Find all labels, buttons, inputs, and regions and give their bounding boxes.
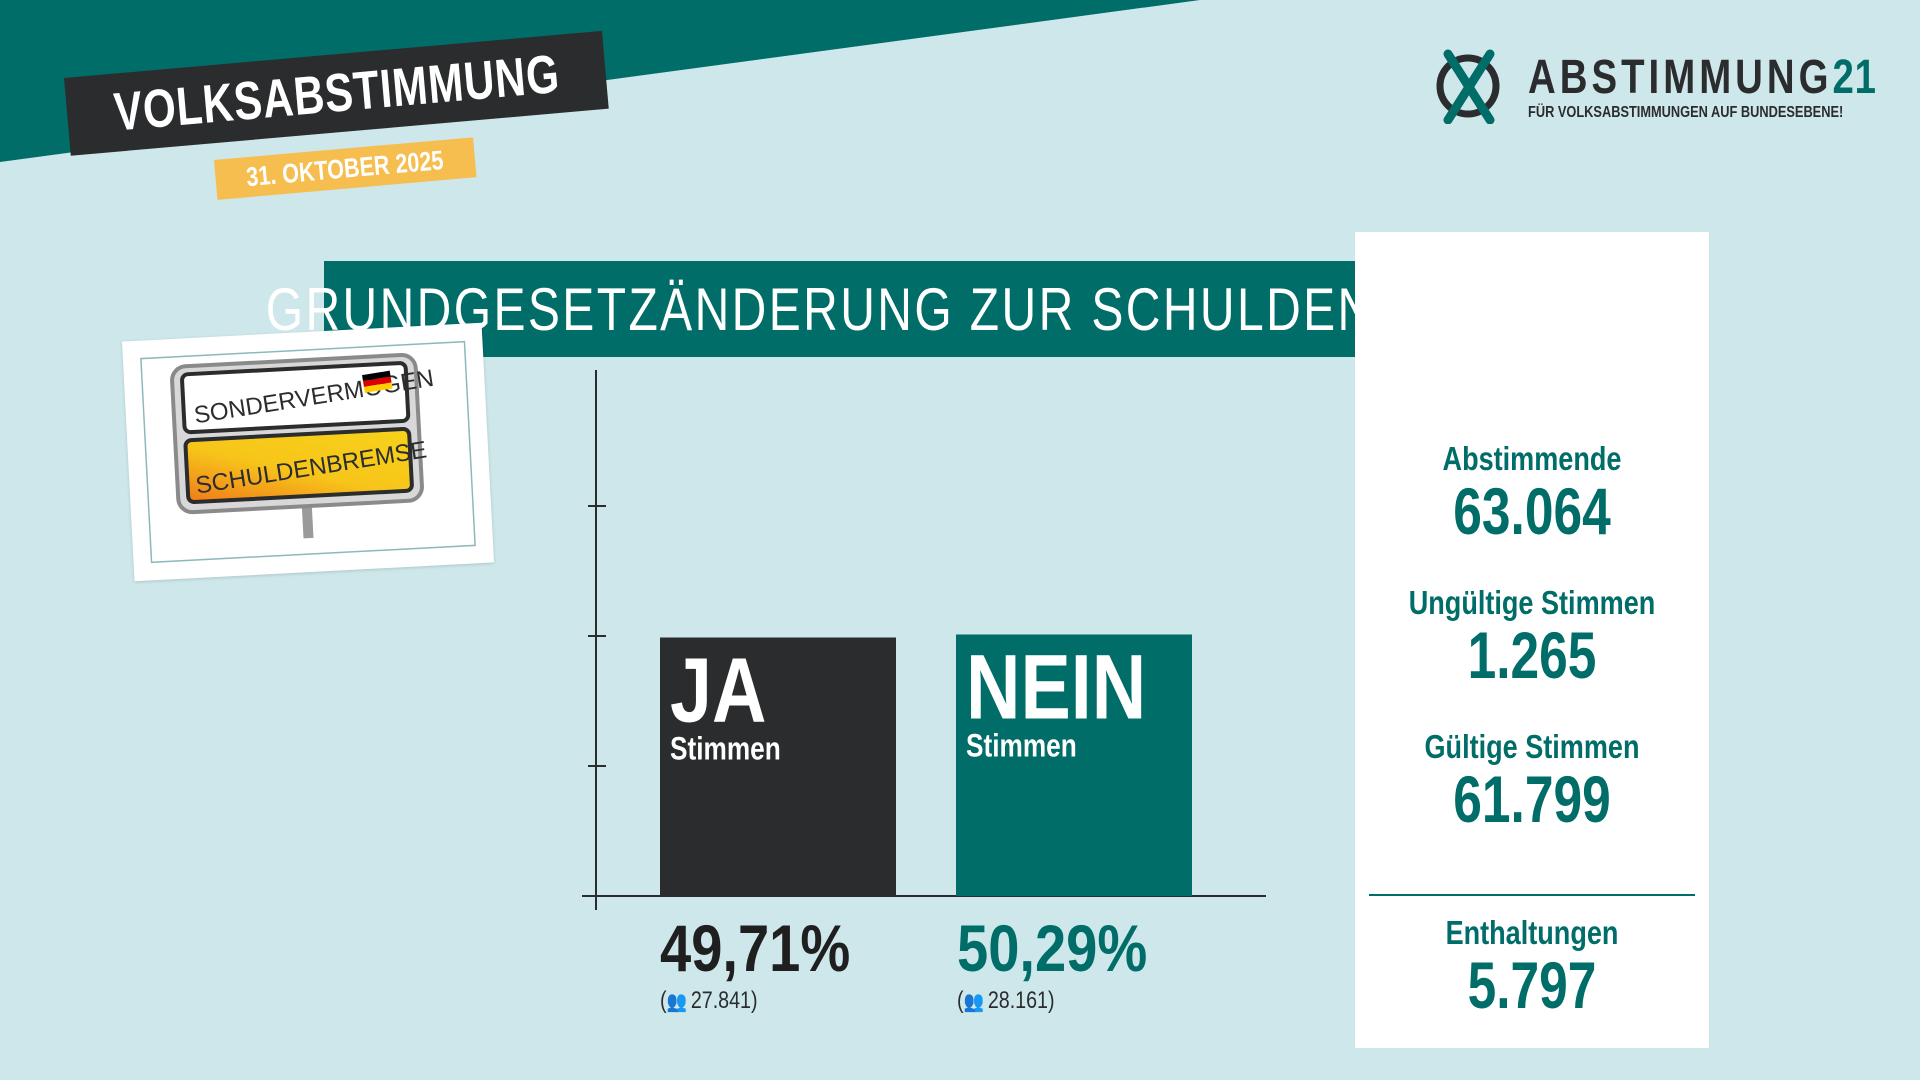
count-nein-value: 28.161 (987, 987, 1049, 1014)
bar-nein (956, 634, 1192, 896)
people-icon: 👥 (963, 991, 984, 1013)
stat-abstain: Enthaltungen 5.797 (1355, 914, 1709, 1018)
value-label-nein: 50,29% (957, 911, 1148, 985)
stat-invalid-value: 1.265 (1467, 618, 1597, 692)
stats-panel: Abstimmende 63.064 Ungültige Stimmen 1.2… (1355, 232, 1709, 1048)
stat-valid: Gültige Stimmen 61.799 (1355, 728, 1709, 832)
result-ja: 49,71% (👥 27.841) (660, 915, 884, 1015)
logo-title-number: 21 (1832, 51, 1877, 104)
bar-sublabel-ja: Stimmen (670, 732, 781, 767)
stat-valid-value: 61.799 (1453, 762, 1611, 836)
stat-invalid-label: Ungültige Stimmen (1408, 584, 1656, 621)
stat-valid-label: Gültige Stimmen (1424, 728, 1640, 765)
sign-photo: SONDERVERMÖGEN SCHULDENBREMSE (121, 322, 495, 582)
ballot-x-icon (1436, 49, 1500, 124)
stat-voters-value: 63.064 (1453, 474, 1611, 548)
logo-subtitle: FÜR VOLKSABSTIMMUNGEN AUF BUNDESEBENE! (1528, 104, 1844, 121)
title-banner: GRUNDGESETZÄNDERUNG ZUR SCHULDENBREMSE (266, 261, 1590, 357)
count-ja: (👥 27.841) (660, 987, 758, 1014)
stats-divider (1369, 894, 1695, 896)
stat-voters-label: Abstimmende (1442, 440, 1622, 477)
sign-illustration: SONDERVERMÖGEN SCHULDENBREMSE (140, 340, 476, 564)
stat-abstain-label: Enthaltungen (1445, 914, 1619, 951)
bar-ja (660, 637, 896, 896)
logo-title: ABSTIMMUNG21 (1528, 50, 1877, 105)
count-ja-value: 27.841 (690, 987, 752, 1014)
bar-sublabel-nein: Stimmen (966, 729, 1077, 764)
value-label-ja: 49,71% (660, 911, 851, 985)
bar-label-nein: NEIN (966, 635, 1146, 738)
stat-abstain-value: 5.797 (1467, 948, 1597, 1022)
stat-invalid: Ungültige Stimmen 1.265 (1355, 584, 1709, 688)
logo-title-text: ABSTIMMUNG (1528, 51, 1833, 104)
result-nein: 50,29% (👥 28.161) (957, 915, 1181, 1015)
count-nein: (👥 28.161) (957, 987, 1055, 1014)
bar-label-ja: JA (670, 638, 766, 741)
germany-flag-icon (362, 370, 393, 393)
people-icon: 👥 (666, 991, 687, 1013)
stat-voters: Abstimmende 63.064 (1355, 440, 1709, 544)
logo: ABSTIMMUNG21 FÜR VOLKSABSTIMMUNGEN AUF B… (1432, 46, 1876, 126)
